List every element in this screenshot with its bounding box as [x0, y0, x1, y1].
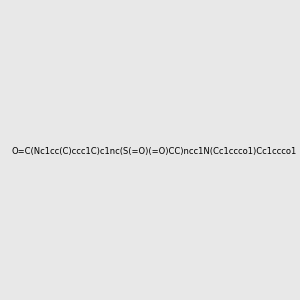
Text: O=C(Nc1cc(C)ccc1C)c1nc(S(=O)(=O)CC)ncc1N(Cc1ccco1)Cc1ccco1: O=C(Nc1cc(C)ccc1C)c1nc(S(=O)(=O)CC)ncc1N… — [11, 147, 296, 156]
